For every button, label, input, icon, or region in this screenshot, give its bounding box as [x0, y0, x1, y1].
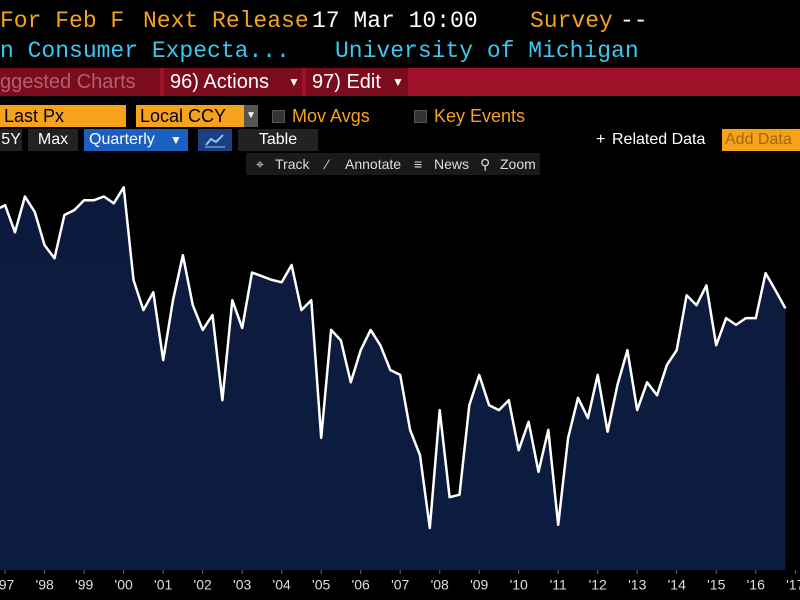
related-data-button[interactable]: Related Data	[612, 129, 716, 151]
tool-icon: ≡	[414, 156, 423, 172]
chart-icon-button[interactable]	[198, 129, 232, 151]
checkbox-label: Mov Avgs	[292, 106, 370, 126]
tool-button[interactable]: Annotate	[345, 156, 402, 172]
tool-button[interactable]: News	[434, 156, 470, 172]
toolbar	[246, 153, 540, 175]
field[interactable]: Local CCY	[136, 105, 246, 127]
x-tick-label: '99	[75, 577, 93, 593]
x-tick-label: '04	[273, 577, 291, 593]
x-tick-label: '98	[36, 577, 54, 593]
x-tick-label: '12	[589, 577, 607, 593]
value: 17 Mar 10:00	[312, 8, 478, 34]
x-tick-label: '00	[115, 577, 133, 593]
add-data-input[interactable]: Add Data	[722, 129, 800, 151]
source: University of Michigan	[335, 38, 639, 64]
tool-button[interactable]: Zoom	[500, 156, 536, 172]
x-tick-label: '11	[550, 577, 567, 593]
x-tick-label: '01	[154, 577, 172, 593]
chart-icon	[205, 134, 225, 148]
menu-bg	[164, 68, 302, 96]
dropdown-arrow: ▼	[170, 129, 188, 151]
label: For Feb F	[0, 8, 125, 34]
security-name: n Consumer Expecta...	[0, 38, 290, 64]
checkbox-label: Key Events	[434, 106, 526, 126]
x-tick-label: '02	[194, 577, 212, 593]
tool-icon: ⚲	[480, 156, 491, 172]
dropdown-arrow: ▼	[288, 75, 300, 89]
checkbox[interactable]	[272, 110, 285, 123]
menu-item[interactable]: ggested Charts	[0, 68, 160, 96]
x-tick-label: '06	[352, 577, 370, 593]
label: Next Release	[143, 8, 309, 34]
table-button[interactable]: Table	[238, 129, 318, 151]
dropdown-arrow[interactable]: ▼	[244, 105, 258, 127]
x-tick-label: '09	[470, 577, 488, 593]
x-tick-label: '14	[668, 577, 686, 593]
x-tick-label: '15	[707, 577, 725, 593]
data-line	[0, 186, 787, 530]
x-tick-label: '16	[747, 577, 765, 593]
range-button[interactable]: 5Y	[0, 129, 22, 151]
plus-icon: +	[596, 131, 606, 148]
tool-icon: ⌖	[256, 156, 264, 172]
value: --	[620, 8, 648, 34]
dropdown-arrow: ▼	[392, 75, 404, 89]
field[interactable]: Last Px	[0, 105, 126, 127]
x-tick-label: '10	[510, 577, 528, 593]
label: Survey	[530, 8, 613, 34]
x-tick-label: '07	[391, 577, 409, 593]
range-button[interactable]: Max	[28, 129, 78, 151]
x-axis-band	[0, 570, 800, 600]
menu-item[interactable]: 96) Actions	[170, 71, 269, 93]
x-tick-label: '17	[786, 577, 800, 593]
menu-bg	[306, 68, 408, 96]
checkbox[interactable]	[414, 110, 427, 123]
x-tick-label: '05	[312, 577, 330, 593]
x-tick-label: '08	[431, 577, 449, 593]
menu-item[interactable]: 97) Edit	[312, 71, 381, 93]
x-tick-label: '13	[628, 577, 646, 593]
x-tick-label: '97	[0, 577, 14, 593]
area-fill	[0, 187, 786, 570]
tool-icon: ⁄	[326, 156, 329, 172]
x-tick-label: '03	[233, 577, 251, 593]
tool-button[interactable]: Track	[275, 156, 310, 172]
period-select[interactable]: Quarterly	[84, 129, 173, 151]
